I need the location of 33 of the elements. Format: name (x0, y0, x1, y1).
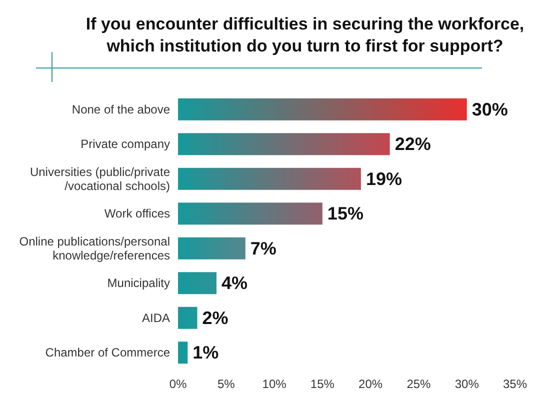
data-label: 19% (366, 168, 402, 189)
bar (178, 98, 467, 120)
bar (178, 237, 246, 260)
data-label: 7% (250, 238, 276, 258)
y-tick-label: Private company (80, 137, 170, 152)
x-tick-label: 20% (358, 377, 383, 391)
bar (178, 342, 188, 364)
y-tick-label: None of the above (72, 102, 170, 116)
data-label: 4% (222, 273, 248, 294)
data-label: 22% (394, 134, 431, 154)
x-tick-label: 30% (454, 377, 480, 391)
y-tick-label: Universities (public/private /vocational schools) (30, 164, 170, 193)
data-label: 1% (192, 342, 219, 363)
x-tick-label: 25% (406, 377, 432, 391)
bar (178, 168, 361, 190)
y-tick-label: Work offices (104, 206, 170, 221)
bar (178, 202, 322, 225)
y-tick-label: Municipality (107, 276, 170, 290)
data-label: 15% (327, 204, 364, 224)
x-tick-label: 15% (310, 377, 335, 391)
x-tick-label: 0% (169, 377, 187, 391)
bar (178, 306, 198, 329)
bar (178, 133, 390, 156)
data-label: 2% (202, 308, 228, 328)
bar (178, 272, 217, 294)
chart-title: If you encounter difficulties in securing the workforce, which institution do you turn to first for support? (86, 14, 524, 56)
x-tick-label: 35% (502, 377, 528, 391)
data-label: 30% (472, 99, 508, 120)
x-tick-label: 10% (262, 377, 287, 391)
y-tick-label: Chamber of Commerce (45, 346, 170, 360)
x-tick-label: 5% (217, 377, 236, 391)
y-tick-label: AIDA (142, 310, 170, 325)
y-tick-label: Online publications/personal knowledge/references (19, 234, 170, 262)
